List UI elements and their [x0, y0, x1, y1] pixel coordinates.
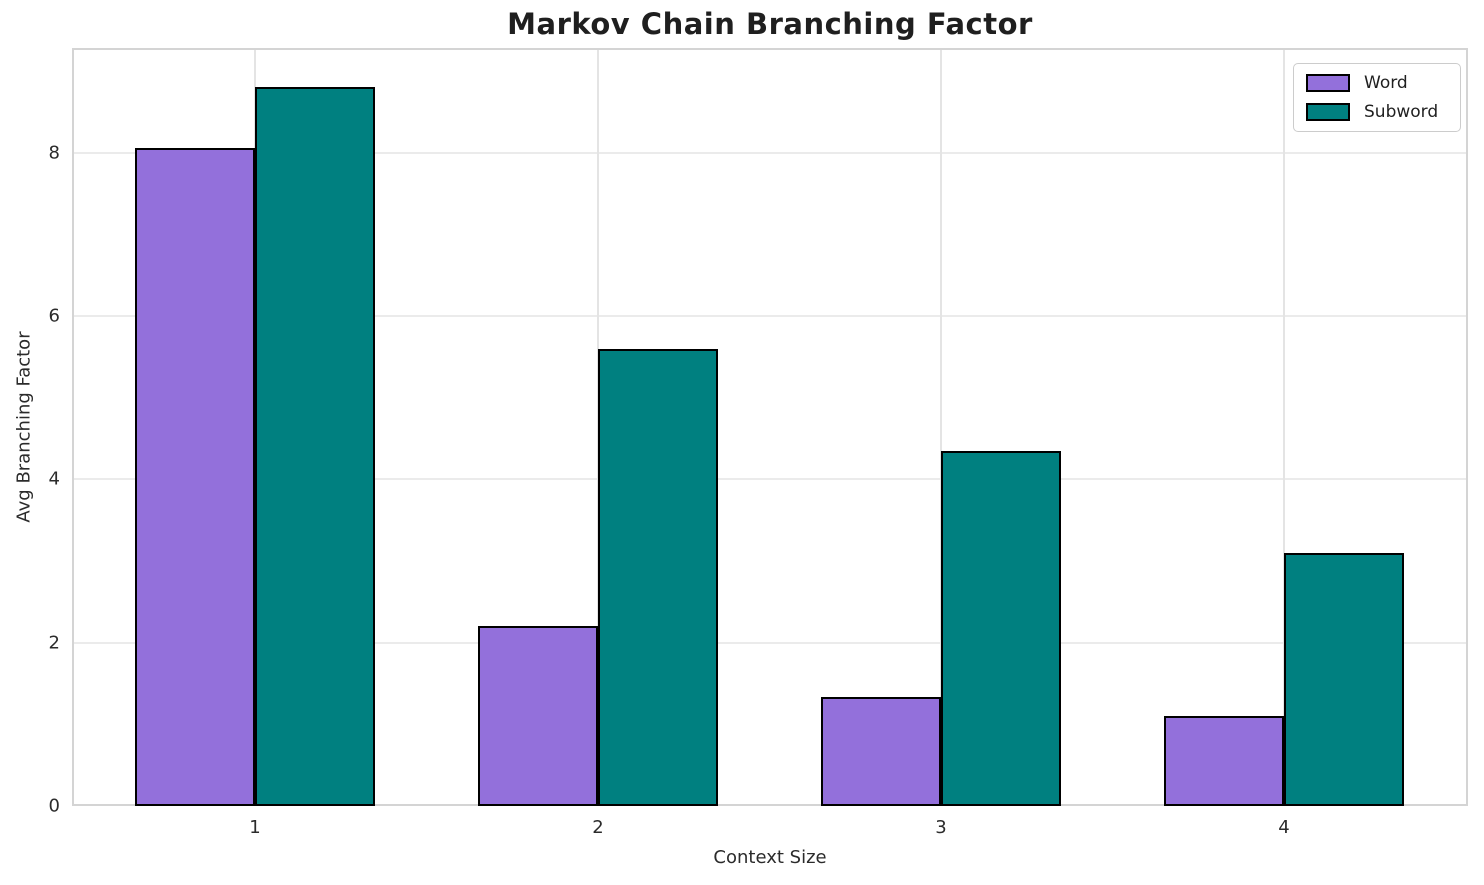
bar-word-1	[135, 148, 255, 806]
y-tick-label-8: 8	[48, 142, 60, 164]
x-tick-label-3: 3	[935, 817, 947, 838]
y-tick-label-6: 6	[48, 305, 60, 327]
plot-area: Word Subword	[72, 48, 1468, 806]
h-gridline-8	[72, 151, 1468, 154]
y-tick-label-2: 2	[48, 632, 60, 654]
h-gridline-6	[72, 314, 1468, 317]
y-tick-label-0: 0	[48, 795, 60, 817]
legend-label-subword: Subword	[1364, 102, 1439, 122]
bar-subword-4	[1284, 553, 1404, 806]
bar-subword-3	[941, 451, 1061, 806]
legend-label-word: Word	[1364, 73, 1408, 93]
v-gridline-4	[1283, 48, 1285, 806]
subword-legend-swatch	[1306, 103, 1350, 121]
legend-item-word: Word	[1306, 73, 1448, 93]
y-axis-label: Avg Branching Factor	[13, 331, 35, 523]
h-gridline-4	[72, 478, 1468, 481]
v-gridline-3	[940, 48, 942, 806]
x-axis-label: Context Size	[713, 847, 827, 868]
x-tick-label-4: 4	[1278, 817, 1290, 838]
legend: Word Subword	[1293, 63, 1461, 132]
bar-word-4	[1164, 716, 1284, 806]
x-tick-label-1: 1	[249, 817, 261, 838]
h-gridline-2	[72, 641, 1468, 644]
word-legend-swatch	[1306, 74, 1350, 92]
bar-subword-2	[598, 349, 718, 806]
bar-word-3	[821, 697, 941, 806]
x-tick-label-2: 2	[592, 817, 604, 838]
bar-word-2	[478, 626, 598, 806]
bar-subword-1	[255, 87, 375, 806]
chart-title: Markov Chain Branching Factor	[507, 7, 1033, 41]
y-tick-label-4: 4	[48, 468, 60, 490]
legend-item-subword: Subword	[1306, 102, 1448, 122]
